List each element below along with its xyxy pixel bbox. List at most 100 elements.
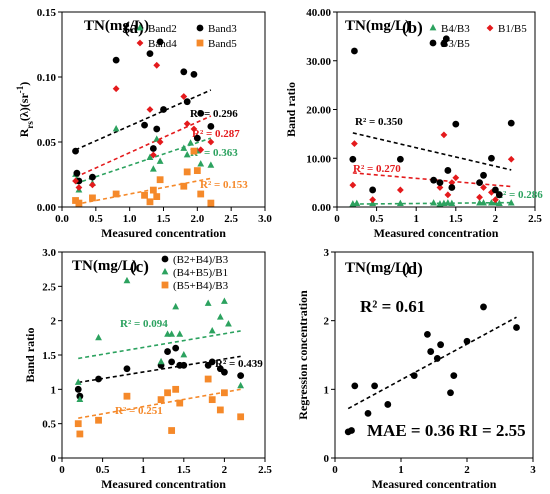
y-tick-label: 3 [324, 247, 330, 259]
data-point [436, 179, 444, 187]
legend-marker [161, 268, 169, 275]
data-point [237, 381, 245, 389]
data-point [74, 385, 82, 393]
y-tick-label: 2 [324, 316, 330, 328]
chart-title: TN(mg/L) [345, 18, 410, 34]
data-point [183, 151, 191, 158]
chart-title: TN(mg/L) [84, 18, 149, 34]
data-point [197, 146, 205, 154]
data-point [168, 358, 176, 366]
data-point [164, 389, 171, 397]
y-tick-label: 0.5 [42, 419, 56, 431]
fit-r2-label: R² = 0.286 [495, 189, 543, 201]
fit-line [75, 89, 212, 151]
data-point [149, 186, 157, 194]
data-point [369, 186, 377, 194]
data-point [156, 157, 164, 164]
data-point [160, 106, 167, 113]
data-point [153, 193, 161, 200]
data-point [146, 153, 154, 160]
x-tick-label: 1.5 [157, 213, 171, 225]
data-point [197, 190, 205, 198]
data-point [112, 85, 120, 93]
data-point [76, 395, 84, 403]
data-point [123, 276, 131, 284]
data-point [513, 324, 520, 331]
data-point [444, 167, 452, 174]
y-tick-label: 0 [51, 453, 57, 465]
plot-frame [336, 11, 536, 208]
panel-a: 0.0 0.5 1.0 1.5 2.0 2.5 3.0 0.00 0.05 0.10 0.15 Mea… [15, 7, 272, 240]
data-point [507, 119, 515, 127]
data-point [351, 140, 358, 148]
data-point [448, 199, 456, 206]
y-tick-label: 0 [324, 453, 330, 465]
data-point [440, 131, 448, 139]
data-point [480, 303, 487, 311]
data-point [207, 123, 215, 130]
x-tick-label: 1.5 [177, 464, 191, 476]
data-point [480, 199, 487, 206]
data-point [207, 138, 215, 146]
data-point [351, 382, 359, 390]
data-point [123, 365, 131, 373]
data-point [172, 302, 180, 310]
data-point [146, 50, 154, 57]
data-point [123, 392, 131, 400]
data-point [384, 401, 392, 408]
x-axis-label: Measured concentration [101, 226, 226, 240]
data-point [146, 106, 154, 113]
data-point [396, 199, 404, 206]
x-tick-label: 3.0 [258, 213, 272, 225]
data-point [221, 297, 228, 304]
data-point [190, 125, 198, 133]
data-point [156, 38, 164, 46]
data-point [180, 351, 188, 358]
data-point [190, 71, 198, 78]
legend-marker [136, 39, 144, 47]
data-point [427, 348, 435, 355]
data-point [488, 188, 495, 196]
data-point [89, 194, 96, 202]
legend-label: (B2+B4)/B3 [173, 254, 229, 266]
y-tick-label: 30.00 [306, 56, 331, 68]
fit-r2-label: R² = 0.094 [120, 318, 168, 330]
data-point [208, 358, 216, 366]
y-tick-label: 0.00 [312, 202, 332, 214]
y-axis-label-part: rs [25, 121, 35, 129]
data-point [433, 355, 441, 362]
x-tick-label: 0 [334, 213, 340, 225]
x-tick-label: 1 [413, 213, 419, 225]
data-point [476, 193, 483, 201]
data-point [448, 184, 456, 191]
data-point [480, 171, 487, 179]
data-point [75, 199, 83, 207]
fit-line [75, 137, 212, 185]
panel-label: (a) [124, 18, 144, 37]
x-tick-label: 2.5 [258, 464, 272, 476]
data-point [492, 196, 499, 204]
data-point [476, 179, 483, 187]
data-point [208, 326, 216, 334]
x-axis-label: Measured concentration [372, 477, 497, 491]
x-tick-label: 1.5 [449, 213, 463, 225]
data-point [157, 357, 165, 365]
data-point [141, 121, 148, 129]
data-point [193, 134, 201, 142]
error-stats: MAE = 0.36 RI = 2.55 [367, 421, 526, 440]
y-tick-label: 0.10 [37, 72, 57, 84]
fit-r2-label: R² = 0.153 [200, 179, 248, 191]
legend-marker [429, 39, 437, 47]
data-point [157, 396, 165, 404]
data-point [76, 430, 84, 438]
y-tick-label: 1 [51, 384, 57, 396]
legend-label: Band2 [148, 23, 177, 35]
y-tick-label: 3.0 [42, 247, 56, 259]
y-axis-label-part: R [17, 128, 31, 137]
data-point [180, 68, 188, 76]
fit-r2-label: R² = 0.287 [192, 128, 240, 140]
x-tick-label: 3 [530, 464, 536, 476]
data-point [216, 406, 224, 414]
y-tick-label: 10.00 [306, 153, 331, 165]
data-point [488, 154, 495, 162]
